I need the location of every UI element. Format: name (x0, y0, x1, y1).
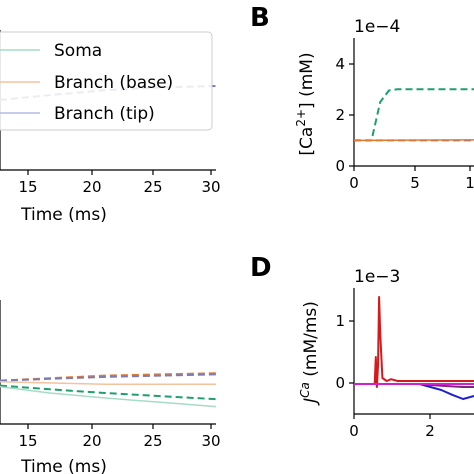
panel-b-y-axis-label: [Ca2+] (mM) (294, 52, 317, 155)
panel-b-series (353, 88, 474, 142)
panel-d-label: D (250, 253, 272, 283)
panel-c-series (0, 372, 217, 408)
panel-d-y-ticks: 01 (335, 312, 354, 392)
panel-a: 15 20 25 30 Time (ms) Soma Branch (base) Br… (0, 30, 221, 225)
panel-d-y-label-j: J (301, 398, 321, 406)
panel-b-y-ticks: 0 2 4 (335, 55, 354, 175)
panel-c: 15 20 25 30 Time (ms) (0, 300, 221, 474)
panel-c-series-1 (0, 372, 217, 382)
panel-b-y-tick-label: 4 (335, 55, 345, 73)
panel-b-y-label-base: [Ca (297, 127, 317, 156)
panel-c-series-5 (0, 386, 217, 408)
panel-b: B 1e−4 0 2 4 0 5 1 [Ca2+] (mM) (250, 3, 474, 192)
panel-b-y-tick-label: 2 (335, 106, 345, 124)
panel-d-y-axis-label: JCa (mM/ms) (298, 301, 321, 406)
panel-b-y-tick-label: 0 (335, 157, 345, 175)
panel-c-x-axis-label: Time (ms) (20, 457, 107, 474)
panel-d-offset-text: 1e−3 (354, 267, 400, 287)
panel-c-x-tick-label: 20 (82, 432, 101, 450)
panel-a-x-tick-label: 25 (143, 178, 162, 196)
panel-b-x-tick-label: 1 (465, 174, 474, 192)
panel-a-x-tick-label: 15 (18, 178, 37, 196)
panel-d-y-tick-label: 1 (335, 312, 345, 330)
panel-c-series-4 (0, 384, 217, 401)
panel-d-x-tick-label: 2 (425, 422, 435, 440)
panel-d-y-tick-label: 0 (335, 374, 345, 392)
panel-c-x-tick-label: 25 (143, 432, 162, 450)
panel-d-series (354, 296, 474, 400)
panel-c-x-tick-label: 15 (18, 432, 37, 450)
panel-d-series-1 (354, 296, 474, 388)
panel-c-x-ticks: 15 20 25 30 (18, 424, 221, 450)
panel-a-x-tick-label: 20 (82, 178, 101, 196)
legend-label-soma: Soma (54, 41, 102, 61)
panel-a-x-tick-label: 30 (201, 178, 220, 196)
panel-d-y-label-sup: Ca (298, 382, 312, 398)
panel-a-x-axis-label: Time (ms) (20, 205, 107, 225)
panel-c-series-3 (0, 381, 216, 386)
panel-d-y-label-tail: (mM/ms) (301, 301, 321, 382)
panel-b-offset-text: 1e−4 (354, 17, 400, 37)
panel-c-series-2 (0, 373, 217, 382)
panel-c-x-tick-label: 30 (201, 432, 220, 450)
legend-frame (0, 31, 213, 131)
panel-b-y-label-tail: ] (mM) (297, 52, 317, 109)
legend: Soma Branch (base) Branch (tip) (0, 31, 213, 131)
panel-b-x-tick-label: 0 (349, 174, 359, 192)
legend-label-branch-base: Branch (base) (54, 73, 173, 93)
panel-b-label: B (250, 3, 270, 33)
panel-a-x-ticks: 15 20 25 30 (18, 170, 221, 196)
panel-b-x-ticks: 0 5 1 (349, 166, 474, 192)
panel-b-y-label-sup: 2+ (294, 109, 308, 127)
panel-b-series-3 (353, 139, 474, 142)
panel-d-x-tick-label: 0 (349, 422, 359, 440)
panel-b-series-1 (354, 88, 474, 142)
legend-label-branch-tip: Branch (tip) (54, 104, 155, 124)
panel-b-x-tick-label: 5 (410, 174, 420, 192)
